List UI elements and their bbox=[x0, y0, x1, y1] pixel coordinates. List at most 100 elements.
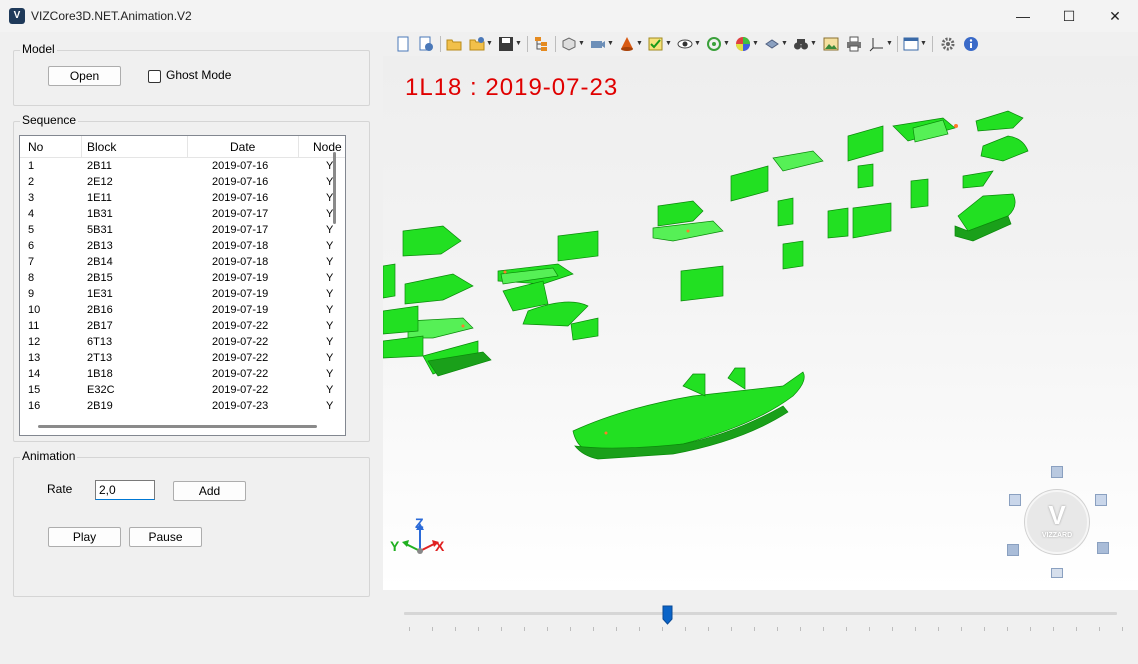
window-icon[interactable] bbox=[903, 36, 919, 52]
cell-node: Y bbox=[326, 288, 334, 300]
table-row[interactable]: 14 1B18 2019-07-22 Y bbox=[20, 367, 345, 383]
timeline-tick bbox=[616, 627, 617, 631]
add-button[interactable]: Add bbox=[173, 481, 246, 501]
model-group-label: Model bbox=[20, 42, 57, 56]
settings-icon[interactable] bbox=[940, 36, 956, 52]
header-node[interactable]: Node bbox=[313, 140, 342, 154]
table-row[interactable]: 7 2B14 2019-07-18 Y bbox=[20, 255, 345, 271]
ghost-mode-checkbox[interactable] bbox=[148, 70, 161, 83]
timeline-tick bbox=[984, 627, 985, 631]
cell-no: 5 bbox=[28, 224, 35, 236]
color-wheel-icon[interactable] bbox=[735, 36, 751, 52]
view-box-icon[interactable] bbox=[561, 36, 577, 52]
table-row[interactable]: 4 1B31 2019-07-17 Y bbox=[20, 207, 345, 223]
vizzard-logo-text: VIZZARD bbox=[1041, 532, 1073, 539]
new-icon[interactable] bbox=[395, 36, 411, 52]
cell-node: Y bbox=[326, 336, 334, 348]
table-row[interactable]: 11 2B17 2019-07-22 Y bbox=[20, 319, 345, 335]
print-icon[interactable] bbox=[846, 36, 862, 52]
rotate-icon[interactable] bbox=[706, 36, 722, 52]
timeline-tick bbox=[432, 627, 433, 631]
timeline-tick bbox=[800, 627, 801, 631]
timeline-tick bbox=[708, 627, 709, 631]
measure-icon[interactable] bbox=[764, 36, 780, 52]
play-button[interactable]: Play bbox=[48, 527, 121, 547]
cell-date: 2019-07-22 bbox=[212, 384, 269, 396]
table-horizontal-scrollbar[interactable] bbox=[38, 425, 317, 428]
table-row[interactable]: 13 2T13 2019-07-22 Y bbox=[20, 351, 345, 367]
table-row[interactable]: 8 2B15 2019-07-19 Y bbox=[20, 271, 345, 287]
maximize-button[interactable]: ☐ bbox=[1062, 7, 1076, 24]
nav-cube-bottom[interactable] bbox=[1051, 568, 1063, 578]
axis-indicator bbox=[402, 523, 439, 554]
sequence-overlay-label: 1L18 : 2019-07-23 bbox=[405, 74, 619, 101]
open-button[interactable]: Open bbox=[48, 66, 121, 86]
cell-date: 2019-07-19 bbox=[212, 304, 269, 316]
vizzard-logo-letter: V bbox=[1048, 500, 1066, 530]
table-row[interactable]: 3 1E11 2019-07-16 Y bbox=[20, 191, 345, 207]
vizzard-logo[interactable]: V VIZZARD bbox=[1025, 490, 1089, 554]
nav-cube-right-top[interactable] bbox=[1095, 494, 1107, 506]
navigation-cube[interactable]: V VIZZARD bbox=[1003, 460, 1117, 584]
checklist-icon[interactable] bbox=[648, 36, 664, 52]
window-title: VIZCore3D.NET.Animation.V2 bbox=[31, 9, 192, 23]
table-row[interactable]: 2 2E12 2019-07-16 Y bbox=[20, 175, 345, 191]
header-no[interactable]: No bbox=[28, 140, 44, 154]
sequence-group-label: Sequence bbox=[20, 113, 79, 127]
cone-icon[interactable] bbox=[619, 36, 635, 52]
header-date[interactable]: Date bbox=[230, 140, 256, 154]
table-row[interactable]: 5 5B31 2019-07-17 Y bbox=[20, 223, 345, 239]
table-row[interactable]: 1 2B11 2019-07-16 Y bbox=[20, 159, 345, 175]
cell-no: 12 bbox=[28, 336, 41, 348]
tree-icon[interactable] bbox=[533, 36, 549, 52]
timeline-tick bbox=[961, 627, 962, 631]
cell-block: 2B17 bbox=[87, 320, 113, 332]
info-icon[interactable] bbox=[963, 36, 979, 52]
open-folder-icon[interactable] bbox=[446, 36, 462, 52]
save-icon[interactable] bbox=[498, 36, 514, 52]
timeline-tick bbox=[777, 627, 778, 631]
nav-cube-left-top[interactable] bbox=[1009, 494, 1021, 506]
table-row[interactable]: 16 2B19 2019-07-23 Y bbox=[20, 399, 345, 415]
close-button[interactable]: ✕ bbox=[1109, 7, 1121, 24]
cell-block: 2B14 bbox=[87, 256, 113, 268]
binoculars-icon[interactable] bbox=[793, 36, 809, 52]
table-vertical-scrollbar[interactable] bbox=[333, 152, 336, 224]
cell-block: 2B13 bbox=[87, 240, 113, 252]
table-row[interactable]: 6 2B13 2019-07-18 Y bbox=[20, 239, 345, 255]
nav-cube-right-bottom[interactable] bbox=[1097, 542, 1109, 554]
timeline-tick bbox=[846, 627, 847, 631]
header-block[interactable]: Block bbox=[87, 140, 117, 154]
cell-date: 2019-07-16 bbox=[212, 160, 269, 172]
table-row[interactable]: 12 6T13 2019-07-22 Y bbox=[20, 335, 345, 351]
camera-icon[interactable] bbox=[590, 36, 606, 52]
model-group: Model bbox=[13, 42, 370, 106]
cell-date: 2019-07-18 bbox=[212, 240, 269, 252]
sequence-table[interactable]: No Block Date Node 1 2B11 2019-07-16 Y 2 2E12… bbox=[19, 135, 346, 436]
nav-cube-top[interactable] bbox=[1051, 466, 1063, 478]
open-dropdown-icon[interactable] bbox=[469, 36, 485, 52]
table-row[interactable]: 10 2B16 2019-07-19 Y bbox=[20, 303, 345, 319]
cell-no: 8 bbox=[28, 272, 35, 284]
rate-input[interactable] bbox=[95, 480, 155, 500]
image-icon[interactable] bbox=[823, 36, 839, 52]
cell-date: 2019-07-18 bbox=[212, 256, 269, 268]
timeline-tick bbox=[754, 627, 755, 631]
3d-viewport[interactable]: 1L18 : 2019-07-23 bbox=[383, 56, 1138, 590]
axis-icon[interactable] bbox=[869, 36, 885, 52]
app-logo-icon: V bbox=[9, 8, 25, 24]
add-icon[interactable] bbox=[418, 36, 434, 52]
timeline-tick bbox=[455, 627, 456, 631]
cell-no: 16 bbox=[28, 400, 41, 412]
table-row[interactable]: 15 E32C 2019-07-22 Y bbox=[20, 383, 345, 399]
timeline-slider-track[interactable] bbox=[404, 612, 1117, 615]
table-row[interactable]: 9 1E31 2019-07-19 Y bbox=[20, 287, 345, 303]
animation-group-label: Animation bbox=[20, 449, 78, 463]
nav-cube-left-bottom[interactable] bbox=[1007, 544, 1019, 556]
timeline-slider-thumb[interactable] bbox=[662, 605, 673, 625]
eye-icon[interactable] bbox=[677, 36, 693, 52]
cell-date: 2019-07-19 bbox=[212, 272, 269, 284]
cell-block: 6T13 bbox=[87, 336, 113, 348]
pause-button[interactable]: Pause bbox=[129, 527, 202, 547]
minimize-button[interactable]: — bbox=[1016, 8, 1030, 24]
